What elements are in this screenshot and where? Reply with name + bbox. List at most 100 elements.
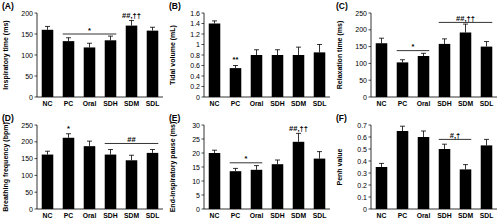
y-tick-label: 30 <box>192 122 200 129</box>
y-tick <box>369 161 372 162</box>
y-tick <box>369 80 372 81</box>
bar <box>251 170 263 209</box>
y-tick <box>369 125 372 126</box>
bar <box>230 171 242 209</box>
panel-label: (C) <box>336 1 348 11</box>
error-bar <box>212 21 217 24</box>
error-bar <box>317 45 322 53</box>
x-tick-label: NC <box>43 100 53 107</box>
y-tick <box>202 13 205 14</box>
bar <box>439 149 451 209</box>
bar <box>230 68 242 97</box>
y-tick-label: 50 <box>25 189 33 196</box>
bar <box>147 31 159 97</box>
error-bar <box>296 47 301 55</box>
x-axis <box>371 97 497 98</box>
x-tick-label: SDM <box>458 212 473 219</box>
y-tick-label: 20 <box>192 150 200 157</box>
bar <box>63 41 75 97</box>
bar <box>63 138 75 209</box>
y-tick-label: 150 <box>355 43 367 50</box>
error-bar <box>421 53 426 56</box>
bar <box>272 55 284 97</box>
bar <box>209 24 221 98</box>
y-tick <box>369 197 372 198</box>
error-bar <box>108 36 113 40</box>
y-axis <box>371 125 372 209</box>
figure: (A)Inspiratory time (ms)050100150200NCPC… <box>0 0 500 223</box>
bar <box>481 47 493 97</box>
x-tick-label: PC <box>231 212 241 219</box>
bar <box>439 44 451 97</box>
bar <box>105 40 117 97</box>
y-tick-label: 0 <box>196 94 200 101</box>
y-tick-label: 50 <box>25 73 33 80</box>
bar <box>147 153 159 209</box>
x-tick-label: Oral <box>83 212 97 219</box>
bar <box>293 55 305 97</box>
error-bar <box>66 134 71 138</box>
y-tick-label: 0.2 <box>190 83 200 90</box>
y-tick <box>35 97 38 98</box>
y-axis-title: Relaxation time (ms) <box>336 21 344 89</box>
y-tick-label: 15 <box>192 164 200 171</box>
error-bar <box>233 66 238 69</box>
bars <box>376 24 493 97</box>
y-tick <box>35 141 38 142</box>
y-tick-label: 0.5 <box>357 146 367 153</box>
y-tick-label: 0.4 <box>190 73 200 80</box>
x-tick-label: SDH <box>103 100 117 107</box>
bar <box>397 131 409 209</box>
error-bar <box>129 21 134 26</box>
x-tick-label: SDL <box>480 100 494 107</box>
y-tick <box>369 46 372 47</box>
x-tick-label: SDL <box>313 212 327 219</box>
y-tick-label: 0.2 <box>357 182 367 189</box>
x-tick-label: PC <box>64 212 74 219</box>
x-tick-label: SDM <box>291 212 306 219</box>
bar <box>460 32 472 97</box>
bar <box>314 52 326 97</box>
x-tick-label: SDM <box>458 100 473 107</box>
y-tick <box>202 23 205 24</box>
y-tick-label: 200 <box>21 138 33 145</box>
error-bar <box>87 141 92 146</box>
error-bar <box>129 155 134 160</box>
bar <box>314 159 326 209</box>
panel: (E)End-inspiratory pause (ms)05101520253… <box>169 113 330 219</box>
y-tick <box>369 29 372 30</box>
x-tick-label: SDH <box>437 212 451 219</box>
y-tick-label: 50 <box>359 77 367 84</box>
y-tick-label: 0.1 <box>357 194 367 201</box>
y-tick <box>202 44 205 45</box>
y-tick-label: 0 <box>29 206 33 213</box>
bar <box>42 155 54 209</box>
y-tick <box>202 55 205 56</box>
y-tick <box>202 65 205 66</box>
bar <box>84 146 96 209</box>
bar <box>105 155 117 209</box>
annotation: * <box>88 26 91 35</box>
y-tick <box>202 125 205 126</box>
y-tick-label: 100 <box>21 172 33 179</box>
x-tick-label: NC <box>210 212 220 219</box>
y-tick-label: 0 <box>29 94 33 101</box>
error-bar <box>108 150 113 155</box>
y-tick <box>369 137 372 138</box>
y-tick <box>35 76 38 77</box>
y-axis-title: Tidal volume (mL) <box>169 25 177 85</box>
error-bar <box>400 126 405 131</box>
panel-label: (A) <box>2 1 14 11</box>
error-bar <box>275 160 280 164</box>
y-tick-label: 1.4 <box>190 20 200 27</box>
y-tick-label: 100 <box>21 52 33 59</box>
x-axis <box>37 209 163 210</box>
bar <box>126 160 138 209</box>
y-tick <box>35 192 38 193</box>
error-bar <box>233 168 238 171</box>
annotation: #,† <box>450 131 460 140</box>
x-axis <box>204 97 330 98</box>
y-tick <box>202 139 205 140</box>
y-tick-label: 10 <box>192 178 200 185</box>
y-tick <box>35 158 38 159</box>
